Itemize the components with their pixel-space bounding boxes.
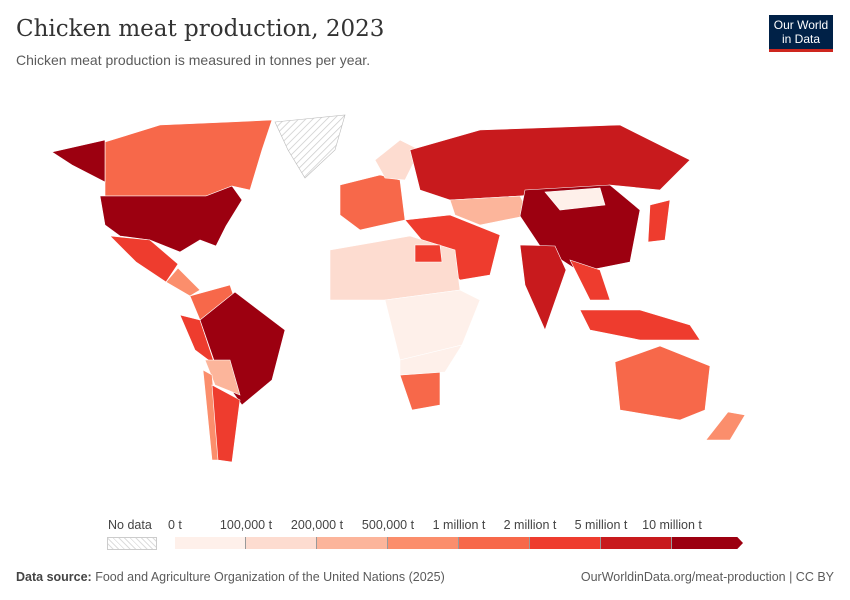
country-russia[interactable] [409,124,691,201]
country-canada[interactable] [104,119,273,197]
legend-label: 10 million t [642,518,702,532]
legend-no-data-label: No data [108,518,152,532]
legend-swatch[interactable] [672,537,743,549]
legend-label: 0 t [168,518,182,532]
country-kazakhstan[interactable] [449,195,531,226]
country-mongolia[interactable] [544,187,606,211]
country-australia[interactable] [614,345,711,421]
legend-label: 2 million t [503,518,557,532]
country-indonesia[interactable] [579,309,701,341]
legend-swatch[interactable] [388,537,459,549]
country-japan[interactable] [647,199,671,243]
legend-label: 500,000 t [361,518,415,532]
legend: No data 0 t 100,000 t 200,000 t 500,000 t 1 … [0,515,850,555]
legend-swatch[interactable] [175,537,246,549]
country-usa[interactable] [99,185,243,253]
country-europe-west[interactable] [339,174,406,231]
legend-swatch[interactable] [459,537,530,549]
country-alaska[interactable] [51,139,106,183]
legend-label: 200,000 t [290,518,344,532]
country-india[interactable] [519,244,567,331]
footer-source: Data source: Food and Agriculture Organi… [16,570,445,584]
country-new-zealand[interactable] [705,411,746,441]
legend-label: 100,000 t [219,518,273,532]
country-greenland[interactable] [274,114,346,179]
legend-no-data-swatch[interactable] [107,537,157,550]
country-central-america[interactable] [165,267,201,297]
chart-title: Chicken meat production, 2023 [16,16,385,42]
legend-label: 5 million t [574,518,628,532]
legend-swatch[interactable] [601,537,672,549]
legend-swatch[interactable] [530,537,601,549]
world-map [51,114,746,463]
legend-swatch[interactable] [317,537,388,549]
owid-logo[interactable]: Our World in Data [769,15,833,52]
legend-label: 1 million t [432,518,486,532]
legend-swatch[interactable] [246,537,317,549]
country-scandinavia[interactable] [374,139,421,181]
country-south-africa[interactable] [399,371,441,411]
footer-link[interactable]: OurWorldinData.org/meat-production | CC … [580,570,834,584]
source-text: Food and Agriculture Organization of the… [95,570,445,584]
country-africa-north[interactable] [329,235,461,301]
chart-subtitle: Chicken meat production is measured in t… [16,52,371,68]
country-mexico[interactable] [109,235,179,283]
country-southeast-asia[interactable] [569,259,611,301]
country-argentina[interactable] [211,384,241,463]
country-egypt[interactable] [414,244,443,263]
source-label: Data source: [16,570,92,584]
country-africa-south[interactable] [399,344,463,376]
country-africa-central[interactable] [384,289,481,361]
